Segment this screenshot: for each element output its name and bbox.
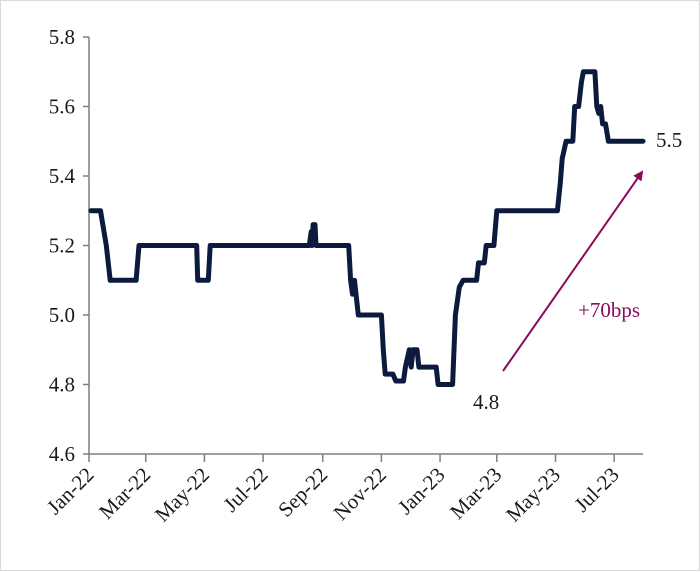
- y-tick-label: 5.8: [49, 25, 75, 49]
- x-tick-label: Nov-22: [329, 463, 391, 525]
- y-tick-label: 5.6: [49, 95, 75, 119]
- x-tick-label: Mar-22: [94, 463, 155, 524]
- y-tick-label: 4.8: [49, 373, 75, 397]
- x-tick-label: Mar-23: [445, 463, 506, 524]
- change-label: +70bps: [578, 298, 640, 322]
- annotations: +70bps 4.8 5.5: [473, 128, 682, 414]
- x-tick-label: Jul-22: [219, 463, 273, 517]
- x-tick-label: Jan-22: [42, 463, 99, 520]
- y-axis-ticks: 4.6 4.8 5.0 5.2 5.4 5.6 5.8: [49, 25, 89, 466]
- x-tick-label: May-23: [501, 463, 565, 527]
- y-tick-label: 5.4: [49, 164, 76, 188]
- y-tick-label: 5.2: [49, 234, 75, 258]
- x-tick-label: May-22: [150, 463, 214, 527]
- x-tick-label: Jan-23: [393, 463, 450, 520]
- y-tick-label: 5.0: [49, 303, 75, 327]
- y-tick-label: 4.6: [49, 442, 75, 466]
- low-value-label: 4.8: [473, 390, 499, 414]
- end-value-label: 5.5: [656, 128, 682, 152]
- x-tick-label: Sep-22: [273, 463, 332, 522]
- x-tick-label: Jul-23: [570, 463, 624, 517]
- growth-arrow: [502, 170, 644, 372]
- series-line: [88, 69, 646, 387]
